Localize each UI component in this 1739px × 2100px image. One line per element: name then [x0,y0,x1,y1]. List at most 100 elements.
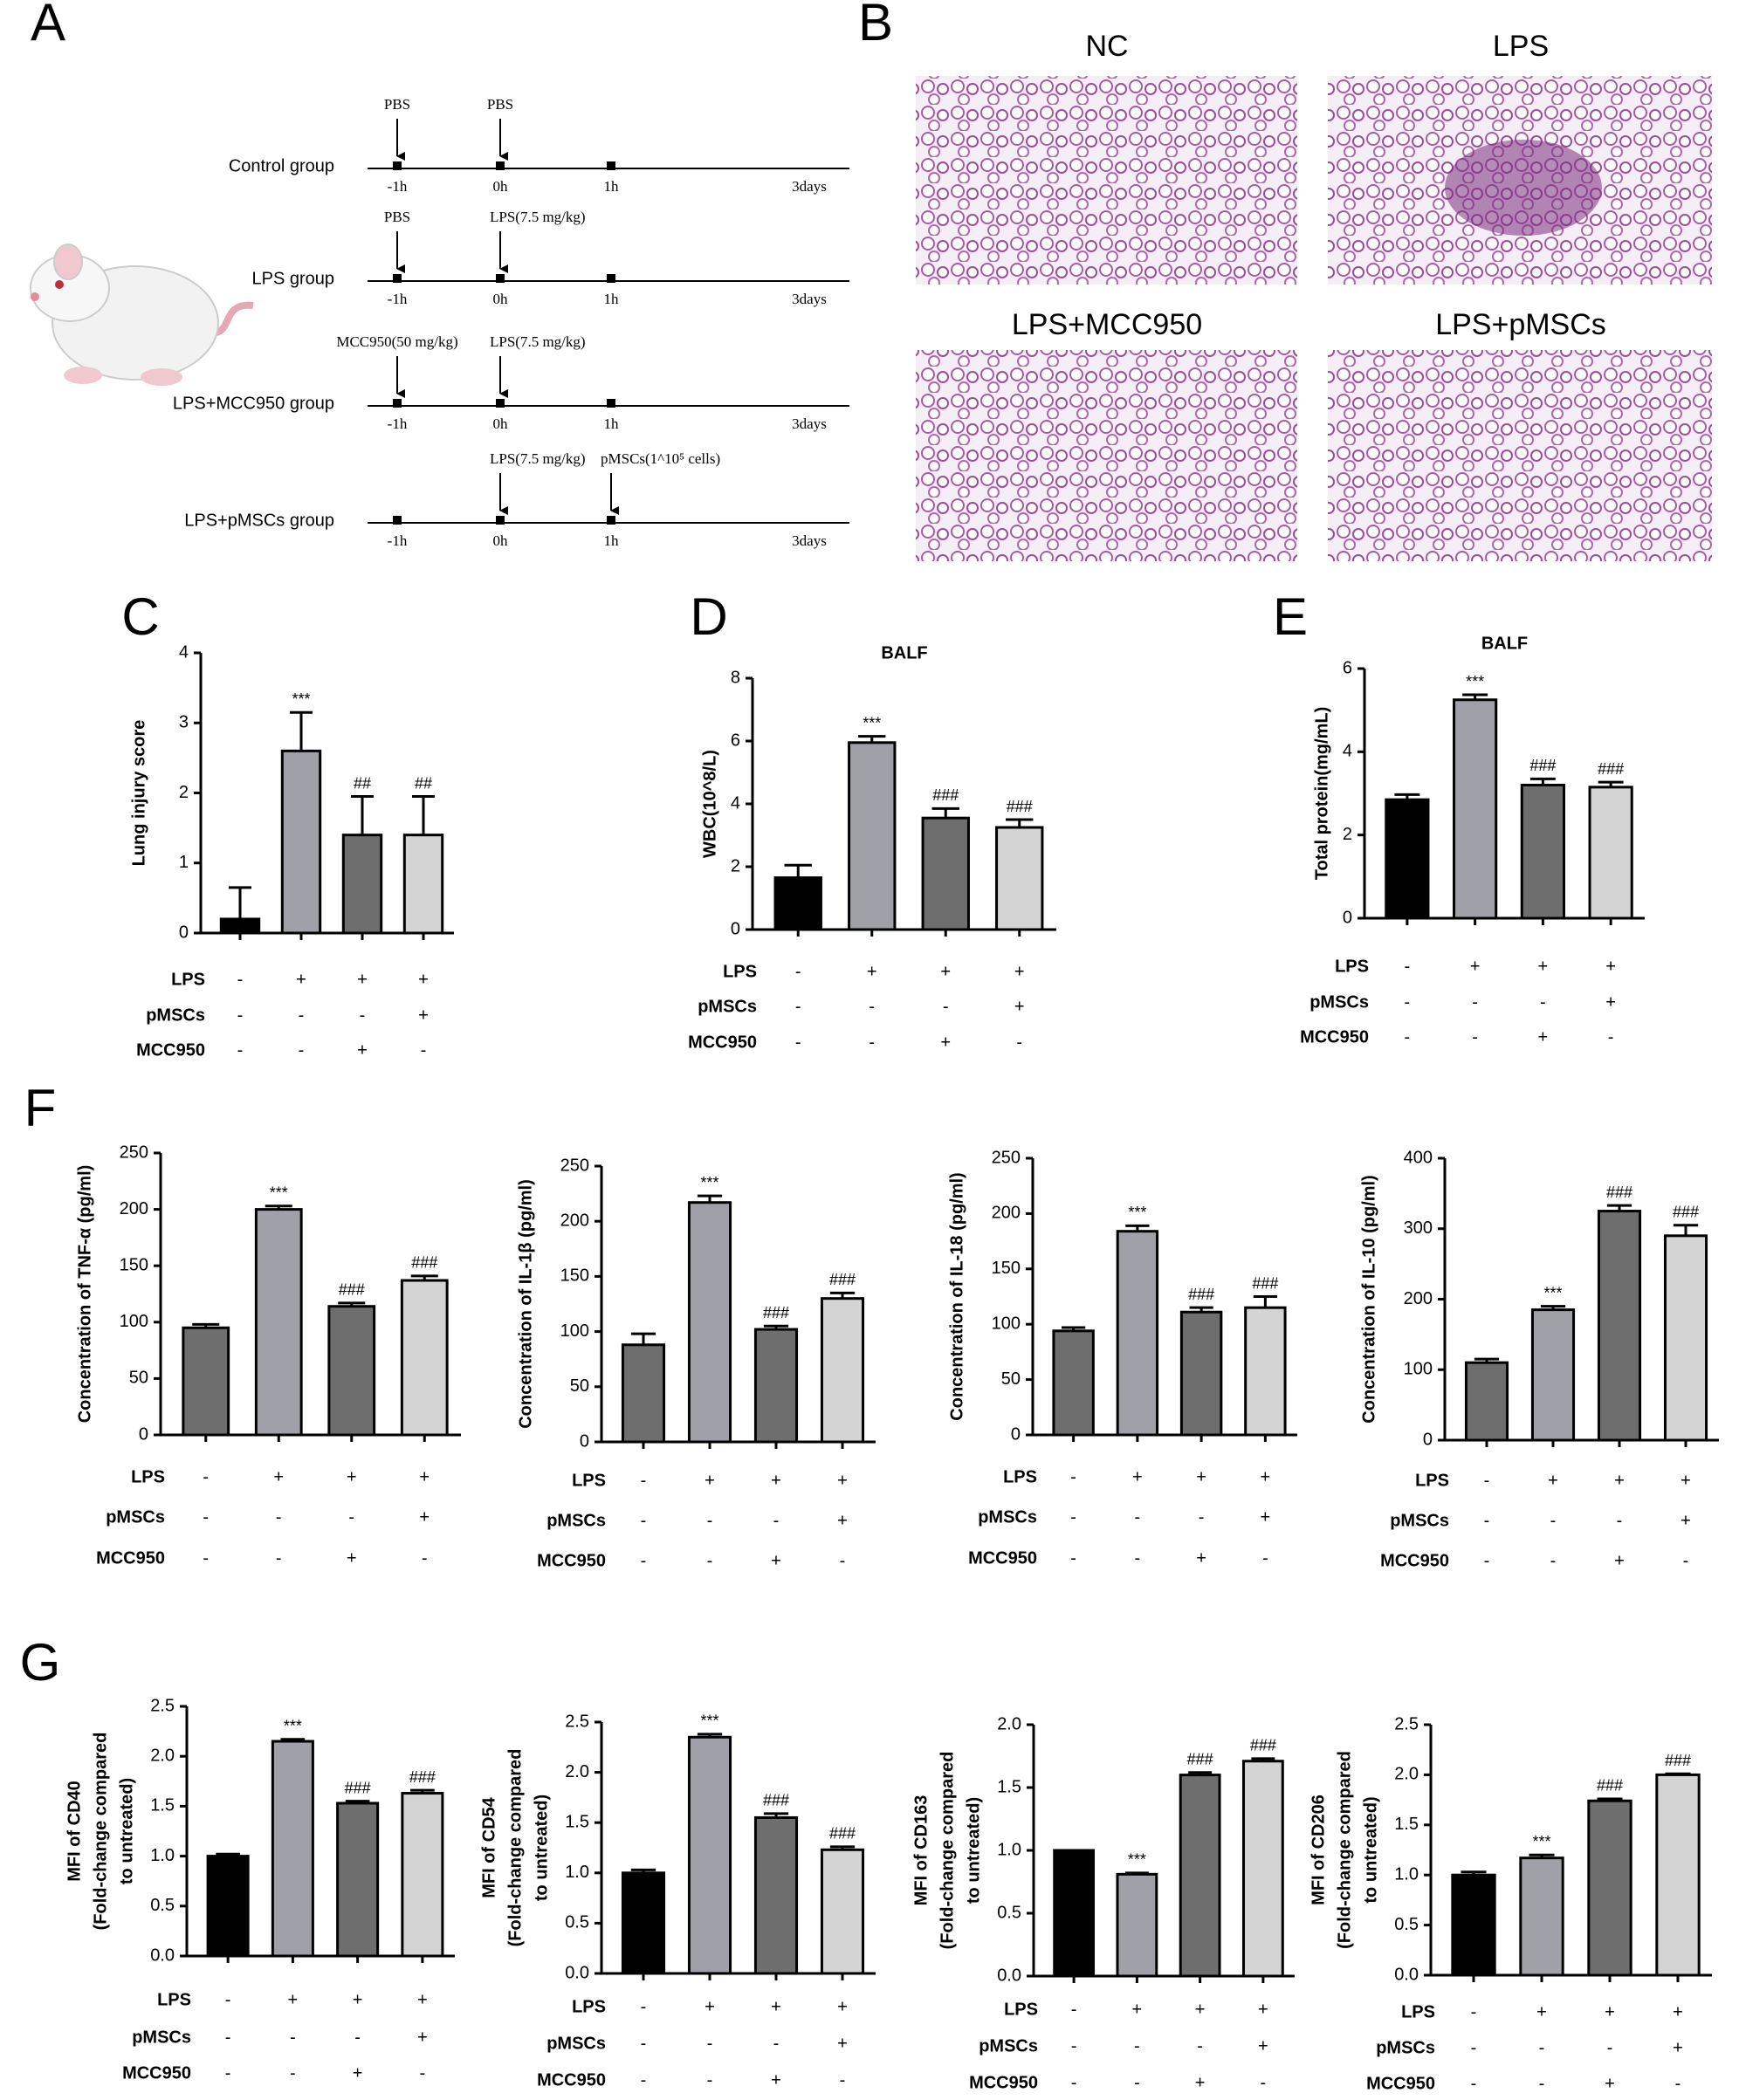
treatment-mark: - [1134,2073,1140,2092]
error-bar [192,1322,220,1328]
time-marker [393,516,402,525]
treatment-mark: - [290,2028,296,2047]
treatment-mark: + [1470,957,1481,976]
treatment-mark: - [1608,1027,1614,1047]
significance-label: ### [345,1779,371,1796]
treatment-mark: + [1605,992,1616,1012]
treatment-mark: - [1675,2074,1681,2093]
error-bar [1006,818,1034,827]
error-bar [1461,1870,1487,1876]
treatment-mark: + [418,970,429,989]
bar [687,1201,732,1444]
significance-label: ### [763,1792,789,1809]
treatment-mark: - [1199,1507,1205,1527]
treatment-name: pMSCs [106,1507,165,1527]
treatment-mark: - [1617,1511,1623,1530]
group-label: LPS+MCC950 group [173,394,334,413]
significance-label: ### [1665,1752,1691,1769]
bar [206,1855,250,1958]
time-label: -1h [388,415,408,432]
significance-label: ### [763,1304,789,1321]
y-axis-label: (Fold-change compared [938,1752,957,1950]
y-tick-label: 100 [992,1314,1021,1333]
y-tick-label: 150 [992,1259,1021,1278]
error-bar [858,735,886,743]
treatment-mark: - [237,1005,244,1025]
group-label: Control group [229,156,334,175]
chart-title: BALF [881,643,927,662]
histology-title: LPS+MCC950 [1012,308,1202,341]
bar [219,917,261,935]
error-bar [697,1733,723,1738]
treatment-name: pMSCs [979,2036,1038,2055]
treatment-mark: - [641,1551,647,1570]
bar [1597,1210,1642,1442]
y-tick-label: 2.5 [1394,1714,1419,1733]
error-bar [931,806,959,819]
y-tick-label: 0.5 [150,1896,175,1915]
treatment-mark: + [357,1040,368,1060]
treatment-mark: + [1261,1507,1271,1527]
error-bar [228,886,252,919]
bar [254,1208,303,1437]
treatment-mark: - [203,1548,209,1568]
bar [773,876,822,931]
treatment-mark: - [707,2070,713,2090]
y-tick-label: 0 [179,923,189,942]
treatment-mark: - [1472,1027,1478,1047]
time-marker [393,274,402,283]
treatment-mark: - [1071,2000,1077,2019]
histology-image [916,350,1297,561]
treatment-mark: - [943,997,949,1016]
y-tick-label: 2.0 [150,1746,175,1765]
y-tick-label: 2 [1343,825,1352,844]
time-label: 0h [493,415,509,432]
time-label: 3days [792,415,827,432]
treatment-mark: + [353,2063,363,2083]
y-tick-label: 1.5 [565,1812,589,1831]
y-tick-label: 1 [179,853,189,872]
y-axis-label: MFI of CD54 [479,1796,498,1898]
panel-label: G [20,1633,61,1692]
y-axis-label: Concentration of IL-18 (pg/ml) [947,1172,966,1420]
treatment-mark: + [296,970,306,989]
time-label: 1h [604,291,620,307]
error-bar [630,1332,656,1345]
treatment-mark: - [299,1005,305,1025]
y-tick-label: 100 [120,1312,148,1331]
treatment-mark: - [1197,2036,1203,2055]
y-tick-label: 4 [731,793,740,813]
treatment-mark: - [1070,1507,1076,1527]
histology-lesion [1445,140,1602,236]
y-axis-label: MFI of CD206 [1309,1795,1328,1905]
y-tick-label: 0.0 [565,1963,589,1982]
significance-label: ### [1007,798,1033,815]
bar [271,1740,314,1958]
treatment-mark: - [1405,957,1411,976]
treatment-name: LPS [1004,2000,1038,2019]
bar [848,741,897,931]
error-bar [1474,1357,1500,1363]
bar [336,1801,380,1958]
treatment-mark: - [1540,992,1546,1012]
y-tick-label: 1.5 [1394,1815,1419,1834]
treatment-mark: - [707,2034,713,2053]
significance-label: ### [1597,1777,1623,1795]
error-bar [763,1324,789,1330]
error-bar [829,1291,856,1299]
treatment-mark: - [290,2063,296,2083]
significance-label: *** [1532,1833,1550,1850]
time-label: 0h [493,291,509,307]
time-label: -1h [388,178,408,195]
bar [621,1871,666,1975]
y-tick-label: 4 [179,642,189,662]
bar [182,1326,230,1437]
y-axis-label: Concentration of TNF-α (pg/ml) [75,1165,94,1424]
panel-label: D [690,587,727,646]
y-axis-label: to untreated) [1361,1796,1380,1903]
y-tick-label: 6 [731,731,740,750]
error-bar [338,1301,366,1307]
treatment-mark: - [1550,1551,1557,1570]
error-bar [1062,1326,1086,1331]
y-tick-label: 1.0 [150,1846,175,1865]
